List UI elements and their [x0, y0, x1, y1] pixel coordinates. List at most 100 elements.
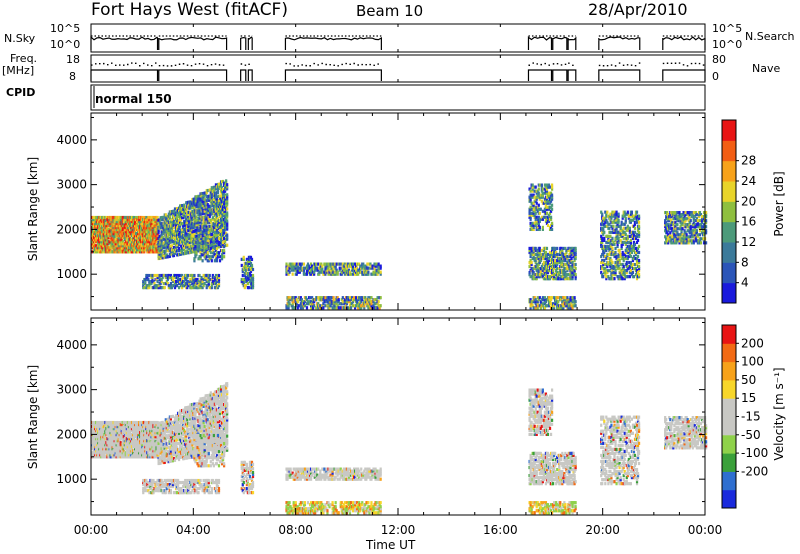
- echo-cell: [543, 269, 547, 273]
- echo-cell: [206, 277, 209, 282]
- echo-cell: [533, 213, 536, 217]
- echo-cell: [193, 281, 196, 286]
- echo-cell: [629, 254, 632, 259]
- echo-cell: [376, 302, 379, 306]
- echo-cell: [145, 215, 148, 220]
- echo-cell: [311, 296, 314, 300]
- echo-cell: [555, 269, 558, 273]
- echo-cell: [535, 277, 538, 281]
- echo-cell: [351, 264, 355, 268]
- echo-cell: [568, 246, 571, 251]
- echo-cell: [556, 266, 559, 271]
- echo-cell: [185, 251, 188, 255]
- echo-cell: [571, 275, 574, 279]
- echo-cell: [307, 264, 311, 268]
- echo-cell: [226, 223, 229, 227]
- echo-cell: [170, 286, 174, 290]
- echo-cell: [611, 236, 614, 240]
- echo-cell: [564, 258, 567, 263]
- echo-cell: [379, 304, 382, 308]
- echo-cell: [101, 226, 104, 230]
- echo-cell: [157, 228, 160, 232]
- echo-cell: [544, 199, 548, 203]
- echo-cell: [179, 214, 182, 218]
- echo-cell: [153, 242, 156, 246]
- echo-cell: [212, 251, 215, 255]
- echo-cell: [317, 268, 320, 272]
- echo-cell: [543, 209, 547, 213]
- echo-cell: [554, 258, 557, 263]
- echo-cell: [243, 263, 246, 268]
- echo-cell: [562, 306, 565, 310]
- echo-cell: [285, 264, 288, 268]
- echo-cell: [574, 304, 577, 308]
- echo-cell: [210, 286, 213, 290]
- echo-cell: [186, 239, 189, 243]
- echo-cell: [151, 273, 154, 278]
- echo-cell: [223, 236, 226, 241]
- echo-cell: [177, 232, 181, 236]
- echo-cell: [570, 258, 573, 263]
- echo-cell: [224, 221, 227, 226]
- echo-cell: [204, 277, 207, 282]
- echo-cell: [637, 250, 641, 255]
- echo-cell: [311, 268, 314, 272]
- echo-cell: [541, 187, 544, 191]
- echo-cell: [213, 227, 216, 232]
- echo-cell: [169, 273, 172, 278]
- echo-cell: [369, 262, 372, 266]
- echo-cell: [302, 266, 306, 270]
- echo-cell: [243, 286, 246, 290]
- echo-cell: [246, 281, 250, 286]
- echo-cell: [546, 252, 550, 257]
- echo-cell: [223, 251, 226, 255]
- echo-cell: [550, 256, 554, 261]
- echo-cell: [545, 195, 549, 199]
- echo-cell: [156, 234, 159, 238]
- echo-cell: [334, 264, 337, 268]
- echo-cell: [335, 262, 338, 266]
- echo-cell: [121, 240, 124, 244]
- echo-cell: [205, 228, 208, 233]
- echo-cell: [146, 273, 149, 278]
- echo-cell: [379, 270, 382, 274]
- echo-cell: [603, 230, 606, 234]
- echo-cell: [190, 220, 193, 224]
- echo-cell: [221, 206, 225, 210]
- echo-cell: [102, 250, 105, 254]
- echo-cell: [224, 211, 227, 215]
- echo-cell: [549, 217, 553, 221]
- echo-cell: [204, 223, 207, 227]
- echo-cell: [543, 298, 547, 302]
- echo-cell: [215, 259, 219, 263]
- echo-cell: [554, 260, 557, 265]
- echo-cell: [141, 215, 144, 220]
- echo-cell: [547, 193, 551, 197]
- echo-cell: [217, 281, 221, 286]
- echo-cell: [104, 232, 107, 236]
- echo-cell: [179, 220, 182, 224]
- echo-cell: [185, 277, 188, 282]
- echo-cell: [226, 235, 229, 239]
- echo-cell: [176, 214, 180, 219]
- echo-cell: [189, 232, 192, 236]
- echo-cell: [200, 222, 203, 226]
- echo-cell: [189, 277, 192, 282]
- echo-cell: [543, 306, 547, 310]
- echo-cell: [541, 193, 544, 197]
- echo-cell: [312, 302, 315, 306]
- echo-cell: [550, 193, 554, 197]
- echo-cell: [621, 240, 624, 244]
- echo-cell: [173, 286, 177, 290]
- echo-cell: [321, 264, 324, 268]
- echo-cell: [343, 302, 346, 306]
- echo-cell: [535, 275, 538, 279]
- echo-cell: [192, 279, 195, 284]
- echo-cell: [573, 258, 576, 263]
- echo-cell: [181, 281, 184, 286]
- echo-cell: [250, 265, 254, 270]
- echo-cell: [216, 286, 220, 290]
- echo-cell: [201, 191, 204, 196]
- echo-cell: [202, 277, 205, 282]
- echo-cell: [531, 187, 534, 191]
